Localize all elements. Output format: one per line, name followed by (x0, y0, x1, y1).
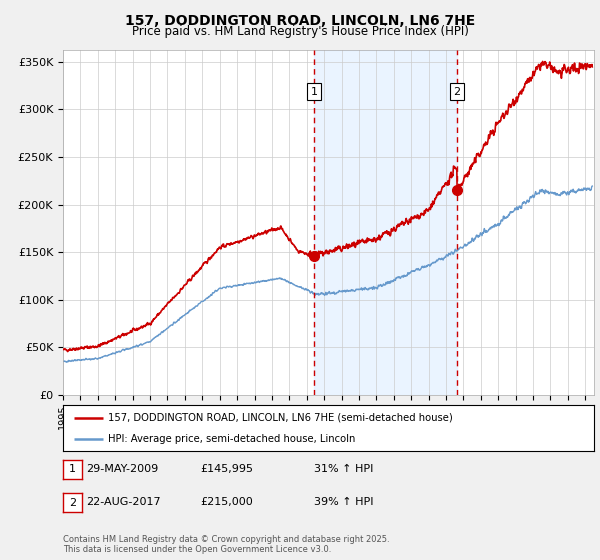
Text: Contains HM Land Registry data © Crown copyright and database right 2025.
This d: Contains HM Land Registry data © Crown c… (63, 535, 389, 554)
Text: Price paid vs. HM Land Registry's House Price Index (HPI): Price paid vs. HM Land Registry's House … (131, 25, 469, 38)
Text: 29-MAY-2009: 29-MAY-2009 (86, 464, 158, 474)
Text: 2: 2 (69, 498, 76, 508)
Text: 1: 1 (311, 87, 317, 97)
Text: 22-AUG-2017: 22-AUG-2017 (86, 497, 160, 507)
Text: 39% ↑ HPI: 39% ↑ HPI (314, 497, 373, 507)
Text: 1: 1 (69, 464, 76, 474)
Text: £215,000: £215,000 (200, 497, 253, 507)
Text: 2: 2 (454, 87, 461, 97)
Text: 157, DODDINGTON ROAD, LINCOLN, LN6 7HE: 157, DODDINGTON ROAD, LINCOLN, LN6 7HE (125, 14, 475, 28)
Text: 31% ↑ HPI: 31% ↑ HPI (314, 464, 373, 474)
Text: 157, DODDINGTON ROAD, LINCOLN, LN6 7HE (semi-detached house): 157, DODDINGTON ROAD, LINCOLN, LN6 7HE (… (108, 413, 453, 423)
Text: £145,995: £145,995 (200, 464, 253, 474)
Bar (314, 50, 457, 395)
Text: HPI: Average price, semi-detached house, Lincoln: HPI: Average price, semi-detached house,… (108, 435, 356, 444)
